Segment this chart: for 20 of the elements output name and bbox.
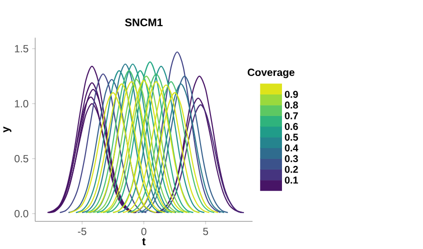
x-tick-label: 5 [203,228,208,236]
color-bar-title: Coverage [248,68,294,78]
x-tick-label: 0 [141,228,146,236]
color-bar-label: 0.6 [284,123,298,130]
color-bar-label: 0.1 [284,176,298,184]
y-tick-label: 1.5 [14,45,28,53]
y-axis-title: y [3,126,12,133]
y-tick-label: 0.0 [14,210,28,218]
x-axis-title: t [142,238,146,246]
color-bar-label: 0.7 [284,112,298,120]
y-tick-label: 1.0 [14,100,28,108]
y-tick-label: 0.5 [14,155,28,163]
color-bar-label: 0.8 [284,102,298,109]
color-bar-label: 0.9 [284,91,298,98]
color-bar-label: 0.3 [284,155,298,162]
color-bar-label: 0.2 [284,166,298,174]
color-bar-label: 0.4 [284,144,298,152]
chart-title: SNCM1 [125,18,163,26]
x-tick-label: -5 [78,228,86,236]
color-bar-label: 0.5 [284,134,298,141]
